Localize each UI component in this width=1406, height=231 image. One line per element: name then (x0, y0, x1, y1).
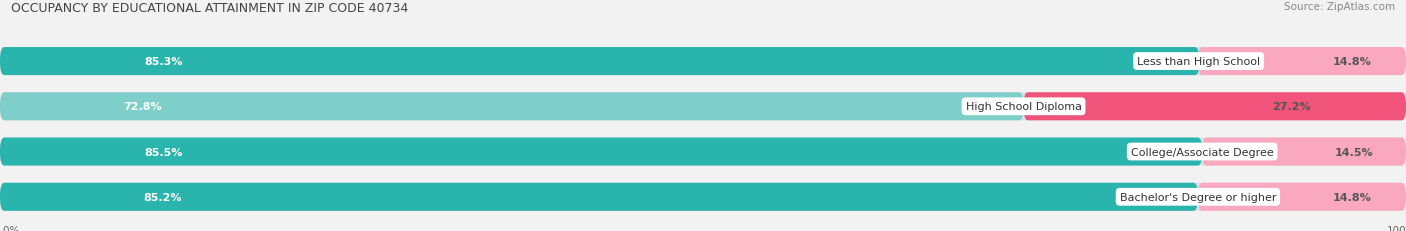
FancyBboxPatch shape (0, 138, 1406, 166)
Text: Bachelor's Degree or higher: Bachelor's Degree or higher (1119, 192, 1277, 202)
Text: Less than High School: Less than High School (1137, 57, 1260, 67)
FancyBboxPatch shape (0, 183, 1198, 211)
Text: 85.2%: 85.2% (143, 192, 183, 202)
Text: 85.3%: 85.3% (143, 57, 183, 67)
Text: OCCUPANCY BY EDUCATIONAL ATTAINMENT IN ZIP CODE 40734: OCCUPANCY BY EDUCATIONAL ATTAINMENT IN Z… (11, 2, 409, 15)
FancyBboxPatch shape (1202, 138, 1406, 166)
Text: Source: ZipAtlas.com: Source: ZipAtlas.com (1284, 2, 1395, 12)
FancyBboxPatch shape (1198, 183, 1406, 211)
Text: 72.8%: 72.8% (122, 102, 162, 112)
Text: 85.5%: 85.5% (145, 147, 183, 157)
FancyBboxPatch shape (0, 93, 1024, 121)
Text: High School Diploma: High School Diploma (966, 102, 1081, 112)
FancyBboxPatch shape (1024, 93, 1406, 121)
Text: 14.8%: 14.8% (1333, 192, 1372, 202)
FancyBboxPatch shape (0, 138, 1202, 166)
Text: 14.5%: 14.5% (1334, 147, 1374, 157)
Text: 14.8%: 14.8% (1333, 57, 1372, 67)
FancyBboxPatch shape (0, 48, 1406, 76)
FancyBboxPatch shape (0, 48, 1199, 76)
Text: 27.2%: 27.2% (1272, 102, 1310, 112)
FancyBboxPatch shape (0, 183, 1406, 211)
FancyBboxPatch shape (0, 93, 1406, 121)
Text: College/Associate Degree: College/Associate Degree (1130, 147, 1274, 157)
FancyBboxPatch shape (1198, 48, 1406, 76)
